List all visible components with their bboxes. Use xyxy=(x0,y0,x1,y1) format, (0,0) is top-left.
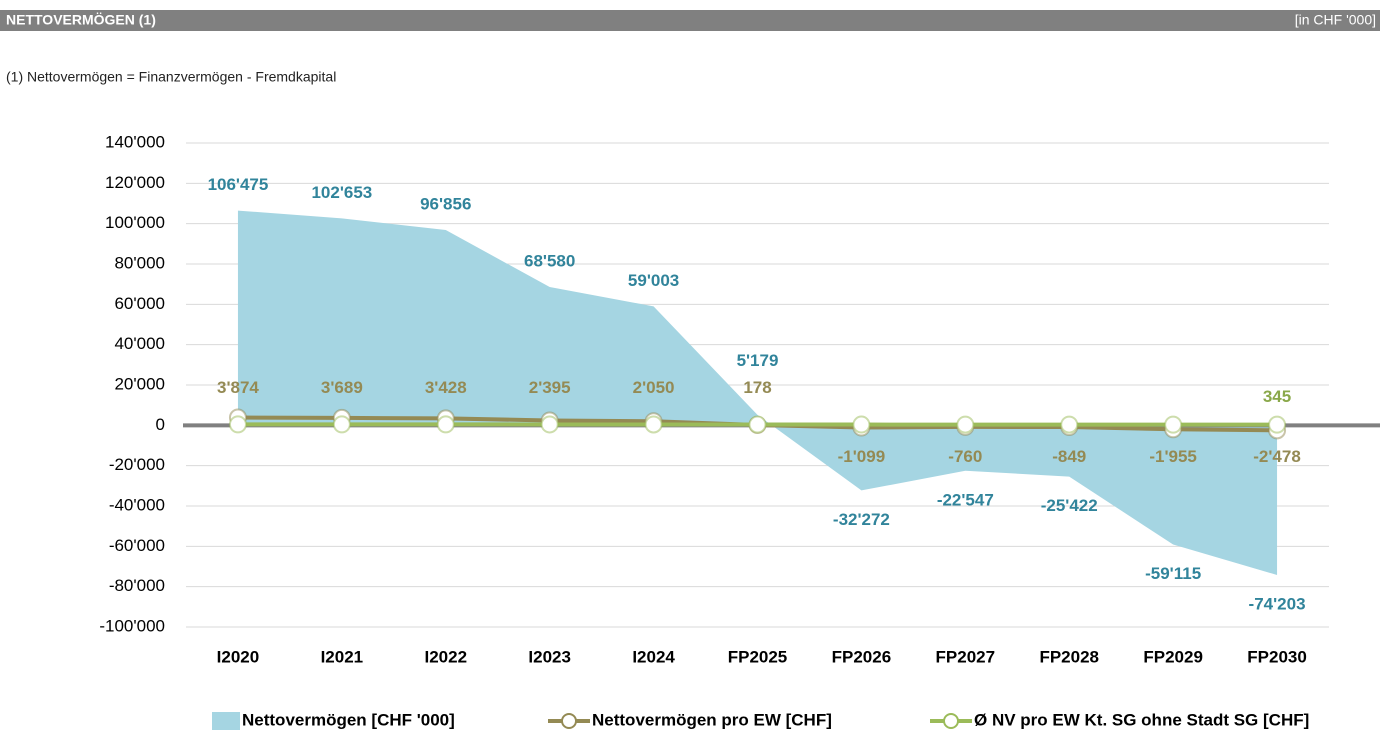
value-label: 3'874 xyxy=(217,378,259,397)
value-label: -59'115 xyxy=(1145,564,1201,583)
value-label: -22'547 xyxy=(937,490,994,509)
value-label: 3'689 xyxy=(321,378,363,397)
y-tick-label: 40'000 xyxy=(114,334,165,353)
y-tick-label: -100'000 xyxy=(99,616,165,635)
x-tick-label: FP2029 xyxy=(1143,647,1203,666)
value-label: -2'478 xyxy=(1253,447,1301,466)
x-tick-label: FP2028 xyxy=(1039,647,1099,666)
legend-swatch xyxy=(561,713,577,729)
point xyxy=(228,415,247,434)
value-label: 102'653 xyxy=(311,183,372,202)
value-label: -25'422 xyxy=(1041,496,1098,515)
value-label: 5'179 xyxy=(737,351,779,370)
x-tick-label: FP2026 xyxy=(832,647,892,666)
x-tick-label: FP2025 xyxy=(728,647,788,666)
y-tick-label: -80'000 xyxy=(109,576,165,595)
point xyxy=(540,415,559,434)
value-label: 345 xyxy=(1263,387,1291,406)
y-tick-label: 0 xyxy=(156,415,165,434)
x-tick-label: I2021 xyxy=(321,647,364,666)
value-label: -32'272 xyxy=(833,510,890,529)
header-title: NETTOVERMÖGEN (1) xyxy=(6,12,156,28)
x-tick-label: FP2030 xyxy=(1247,647,1307,666)
y-tick-label: 60'000 xyxy=(114,294,165,313)
value-label: -760 xyxy=(948,447,982,466)
value-label: -849 xyxy=(1052,447,1086,466)
point xyxy=(852,415,871,434)
point xyxy=(1164,415,1183,434)
legend-swatch xyxy=(943,713,959,729)
point xyxy=(332,415,351,434)
legend-swatch xyxy=(212,712,240,730)
value-label: 3'428 xyxy=(425,378,467,397)
y-tick-label: 80'000 xyxy=(114,253,165,272)
area xyxy=(237,210,1278,575)
y-tick-label: -60'000 xyxy=(109,536,165,555)
y-tick-label: 100'000 xyxy=(105,213,165,232)
header-bar xyxy=(0,10,1380,31)
point xyxy=(436,415,455,434)
value-label: 68'580 xyxy=(524,252,575,271)
value-label: -1'955 xyxy=(1149,447,1197,466)
value-label: 59'003 xyxy=(628,271,679,290)
y-tick-label: 120'000 xyxy=(105,173,165,192)
note: (1) Nettovermögen = Finanzvermögen - Fre… xyxy=(6,69,336,85)
value-label: -1'099 xyxy=(838,447,886,466)
value-label: 96'856 xyxy=(420,194,471,213)
y-tick-label: 20'000 xyxy=(114,374,165,393)
point xyxy=(748,415,767,434)
x-tick-label: I2020 xyxy=(217,647,260,666)
value-label: 2'395 xyxy=(529,378,571,397)
legend-label: Nettovermögen [CHF '000] xyxy=(242,710,455,729)
point xyxy=(1268,415,1287,434)
legend-label: Ø NV pro EW Kt. SG ohne Stadt SG [CHF] xyxy=(974,710,1309,729)
x-tick-label: I2024 xyxy=(632,647,675,666)
value-label: 2'050 xyxy=(633,378,675,397)
point xyxy=(644,415,663,434)
y-tick-label: 140'000 xyxy=(105,132,165,151)
value-label: 178 xyxy=(743,378,771,397)
x-tick-label: I2022 xyxy=(424,647,467,666)
point xyxy=(956,415,975,434)
y-tick-label: -20'000 xyxy=(109,455,165,474)
y-tick-label: -40'000 xyxy=(109,495,165,514)
x-tick-label: FP2027 xyxy=(936,647,996,666)
legend-label: Nettovermögen pro EW [CHF] xyxy=(592,710,832,729)
value-label: 106'475 xyxy=(208,175,269,194)
header-unit: [in CHF '000] xyxy=(1295,12,1376,28)
x-tick-label: I2023 xyxy=(528,647,571,666)
value-label: -74'203 xyxy=(1249,594,1306,613)
point xyxy=(1060,415,1079,434)
